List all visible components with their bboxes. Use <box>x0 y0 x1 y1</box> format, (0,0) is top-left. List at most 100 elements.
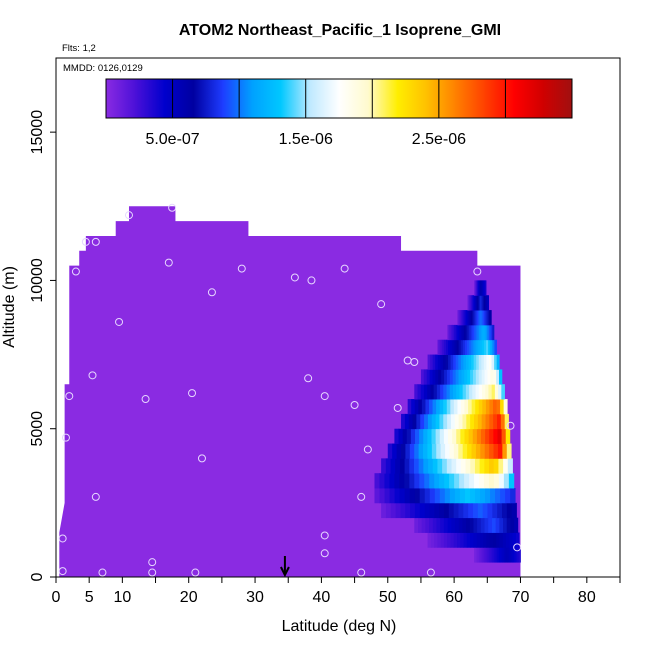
heat-cell <box>419 502 426 519</box>
sample-point <box>188 389 197 398</box>
heat-cell <box>427 384 431 400</box>
y-tick-label: 0 <box>29 572 46 581</box>
heat-cell <box>427 413 433 430</box>
heat-cell <box>481 310 484 326</box>
heat-cell <box>459 488 466 504</box>
x-tick-label: 40 <box>313 589 331 606</box>
heat-cell <box>428 399 433 415</box>
heat-cell <box>496 399 501 415</box>
heat-cell <box>439 502 445 519</box>
heat-cell <box>490 339 493 355</box>
heat-cell <box>480 547 483 563</box>
heat-cell <box>435 413 440 430</box>
heat-cell <box>459 473 465 489</box>
heat-cell <box>471 443 477 459</box>
heat-cell <box>467 339 470 355</box>
heat-cell <box>436 384 441 400</box>
heat-cell <box>482 547 485 563</box>
y-tick-label: 5000 <box>29 411 46 447</box>
heat-cell <box>481 413 486 430</box>
heat-cell <box>487 295 489 311</box>
heat-cell <box>486 295 488 311</box>
sample-point <box>88 371 97 380</box>
heat-cell <box>479 473 485 489</box>
heat-cell <box>496 354 500 370</box>
x-tick-label: 60 <box>445 589 463 606</box>
heat-cell <box>483 339 487 355</box>
heat-cell <box>424 488 431 504</box>
heat-cell <box>463 532 468 548</box>
heat-cell <box>492 532 497 548</box>
sample-point <box>141 395 150 404</box>
heat-cell <box>458 517 463 533</box>
y-tick-label: 10000 <box>29 258 46 303</box>
heat-cell <box>394 473 400 489</box>
sample-point <box>148 568 157 577</box>
heat-cell <box>437 339 441 355</box>
heat-cell <box>423 384 428 400</box>
heat-cell <box>381 502 387 519</box>
heat-cell <box>482 310 485 326</box>
heat-cell <box>415 428 420 444</box>
heat-cell <box>477 324 480 341</box>
heat-cell <box>497 413 502 430</box>
heat-cell <box>472 369 477 385</box>
heat-cell <box>495 488 501 504</box>
heat-cell <box>454 324 457 341</box>
heat-cell <box>473 339 476 355</box>
heat-cell <box>475 339 479 355</box>
heat-cell <box>506 532 510 548</box>
heat-cell <box>491 384 496 400</box>
heat-cell <box>504 413 509 430</box>
heat-cell <box>443 413 448 430</box>
heat-cell <box>453 399 458 415</box>
heat-cell <box>389 488 395 504</box>
heat-cell <box>484 443 490 459</box>
plume-row <box>414 384 505 400</box>
plume-row <box>427 354 500 370</box>
axes: 0 5 10 20 30 40 50 60 70 80 0 5000 10000 15000 <box>29 110 621 606</box>
heat-cell <box>430 532 435 548</box>
heat-cell <box>472 295 474 311</box>
heat-cell <box>432 399 437 415</box>
plume-row <box>387 443 512 459</box>
heat-cell <box>467 369 471 385</box>
heat-cell <box>456 384 460 400</box>
heat-cell <box>493 547 496 563</box>
heat-cell <box>489 532 494 548</box>
heat-cell <box>479 532 484 548</box>
heat-cell <box>429 517 434 533</box>
sample-point <box>393 403 402 412</box>
heat-cell <box>472 324 475 341</box>
x-tick-label: 70 <box>512 589 530 606</box>
heat-cell <box>374 473 380 489</box>
sample-point <box>124 211 133 220</box>
heat-cell <box>467 443 472 459</box>
heat-cell <box>497 547 500 563</box>
heat-cell <box>478 354 482 370</box>
heat-cell <box>424 413 429 430</box>
heat-cell <box>476 354 480 370</box>
heat-cell <box>432 458 438 474</box>
heat-cell <box>482 295 484 311</box>
heat-cell <box>414 443 420 459</box>
plume-row <box>381 458 513 474</box>
heat-cell <box>479 339 483 355</box>
heat-cell <box>406 428 412 444</box>
heat-cell <box>499 369 503 385</box>
heat-cell <box>441 369 445 385</box>
heat-cell <box>433 384 438 400</box>
plume-row <box>420 369 503 385</box>
heat-cell <box>503 517 508 533</box>
heat-cell <box>503 547 506 563</box>
heat-cell <box>452 324 455 341</box>
heat-cell <box>450 399 455 415</box>
heat-cell <box>423 369 428 385</box>
heat-cell <box>469 473 475 489</box>
colorbar-segment <box>309 79 340 118</box>
heat-cell <box>503 473 510 489</box>
heat-cell <box>474 547 477 563</box>
heat-cell <box>502 532 507 548</box>
heat-cell <box>467 310 469 326</box>
